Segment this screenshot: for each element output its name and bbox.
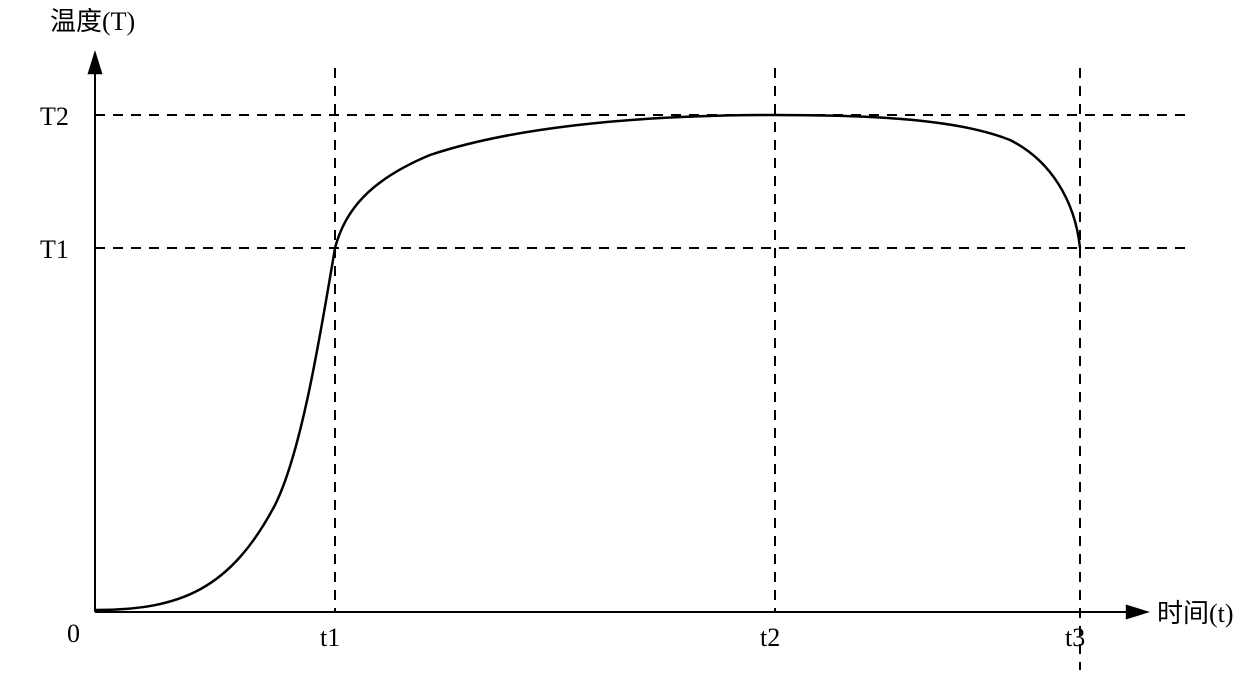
y-axis-label: 温度(T) [50, 7, 135, 36]
x-axis-label: 时间(t) [1157, 599, 1234, 628]
x-axis-arrow [1126, 605, 1150, 620]
temperature-curve [95, 115, 1080, 610]
x-tick-label: t3 [1065, 623, 1085, 652]
y-tick-label: T1 [40, 235, 69, 264]
x-tick-label: t1 [320, 623, 340, 652]
chart-svg: 温度(T) 时间(t) 0 T1 T2 t1 t2 t3 [0, 0, 1240, 685]
x-tick-label: t2 [760, 623, 780, 652]
y-tick-label: T2 [40, 102, 69, 131]
temperature-time-chart: 温度(T) 时间(t) 0 T1 T2 t1 t2 t3 [0, 0, 1240, 685]
origin-label: 0 [67, 619, 80, 648]
y-axis-arrow [88, 50, 103, 74]
